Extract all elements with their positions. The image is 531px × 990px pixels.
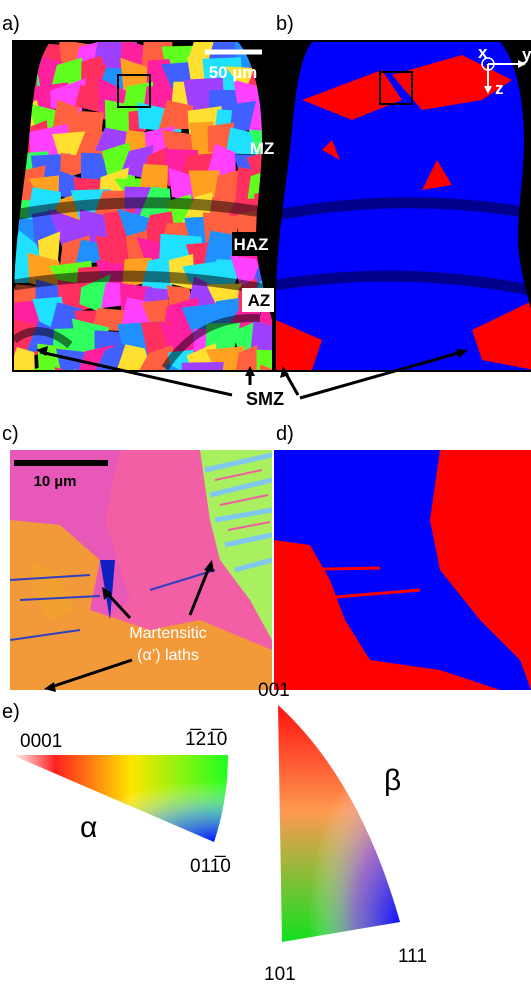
zone-label: AZ — [248, 291, 271, 310]
page: a) 50 µm MZ HAZ AZ b) x y z SMZ c) — [0, 0, 531, 990]
corner-label: 0001 — [20, 731, 62, 752]
zone-label: HAZ — [234, 235, 269, 254]
smz-label: SMZ — [246, 389, 284, 409]
figure: a) 50 µm MZ HAZ AZ b) x y z SMZ c) — [0, 0, 531, 990]
panel-label: a) — [2, 13, 20, 35]
axis-label: y — [522, 45, 531, 64]
scale-label: 50 µm — [209, 63, 258, 82]
panel-label: b) — [276, 13, 294, 35]
phase-symbol: α — [80, 811, 97, 844]
annotation: Martensitic — [129, 625, 206, 642]
corner-label: 111 — [398, 946, 427, 967]
grain — [106, 376, 132, 403]
axis-label: z — [495, 79, 504, 98]
zone-label: MZ — [250, 139, 275, 158]
scale-label: 10 µm — [34, 473, 77, 490]
orientation-map — [4, 32, 292, 408]
annotation: (α’) laths — [137, 647, 199, 664]
phase-symbol: β — [384, 764, 401, 797]
corner-label: 011̅0 — [190, 856, 231, 877]
grain — [73, 369, 112, 406]
grain — [147, 370, 177, 402]
alpha-ipf-blue — [12, 755, 228, 842]
grain — [125, 375, 159, 406]
corner-label: 001 — [258, 680, 290, 701]
panel-label: c) — [2, 423, 19, 445]
corner-label: 101 — [264, 964, 296, 985]
beta-ipf-blue — [278, 705, 400, 942]
axis-label: x — [478, 43, 488, 62]
grain — [50, 367, 84, 406]
phase-map — [274, 450, 531, 690]
grain — [28, 370, 71, 405]
panel-label: e) — [2, 701, 20, 723]
grain — [182, 362, 224, 401]
panel-label: d) — [276, 423, 294, 445]
corner-label: 1̅21̅0 — [185, 729, 227, 750]
